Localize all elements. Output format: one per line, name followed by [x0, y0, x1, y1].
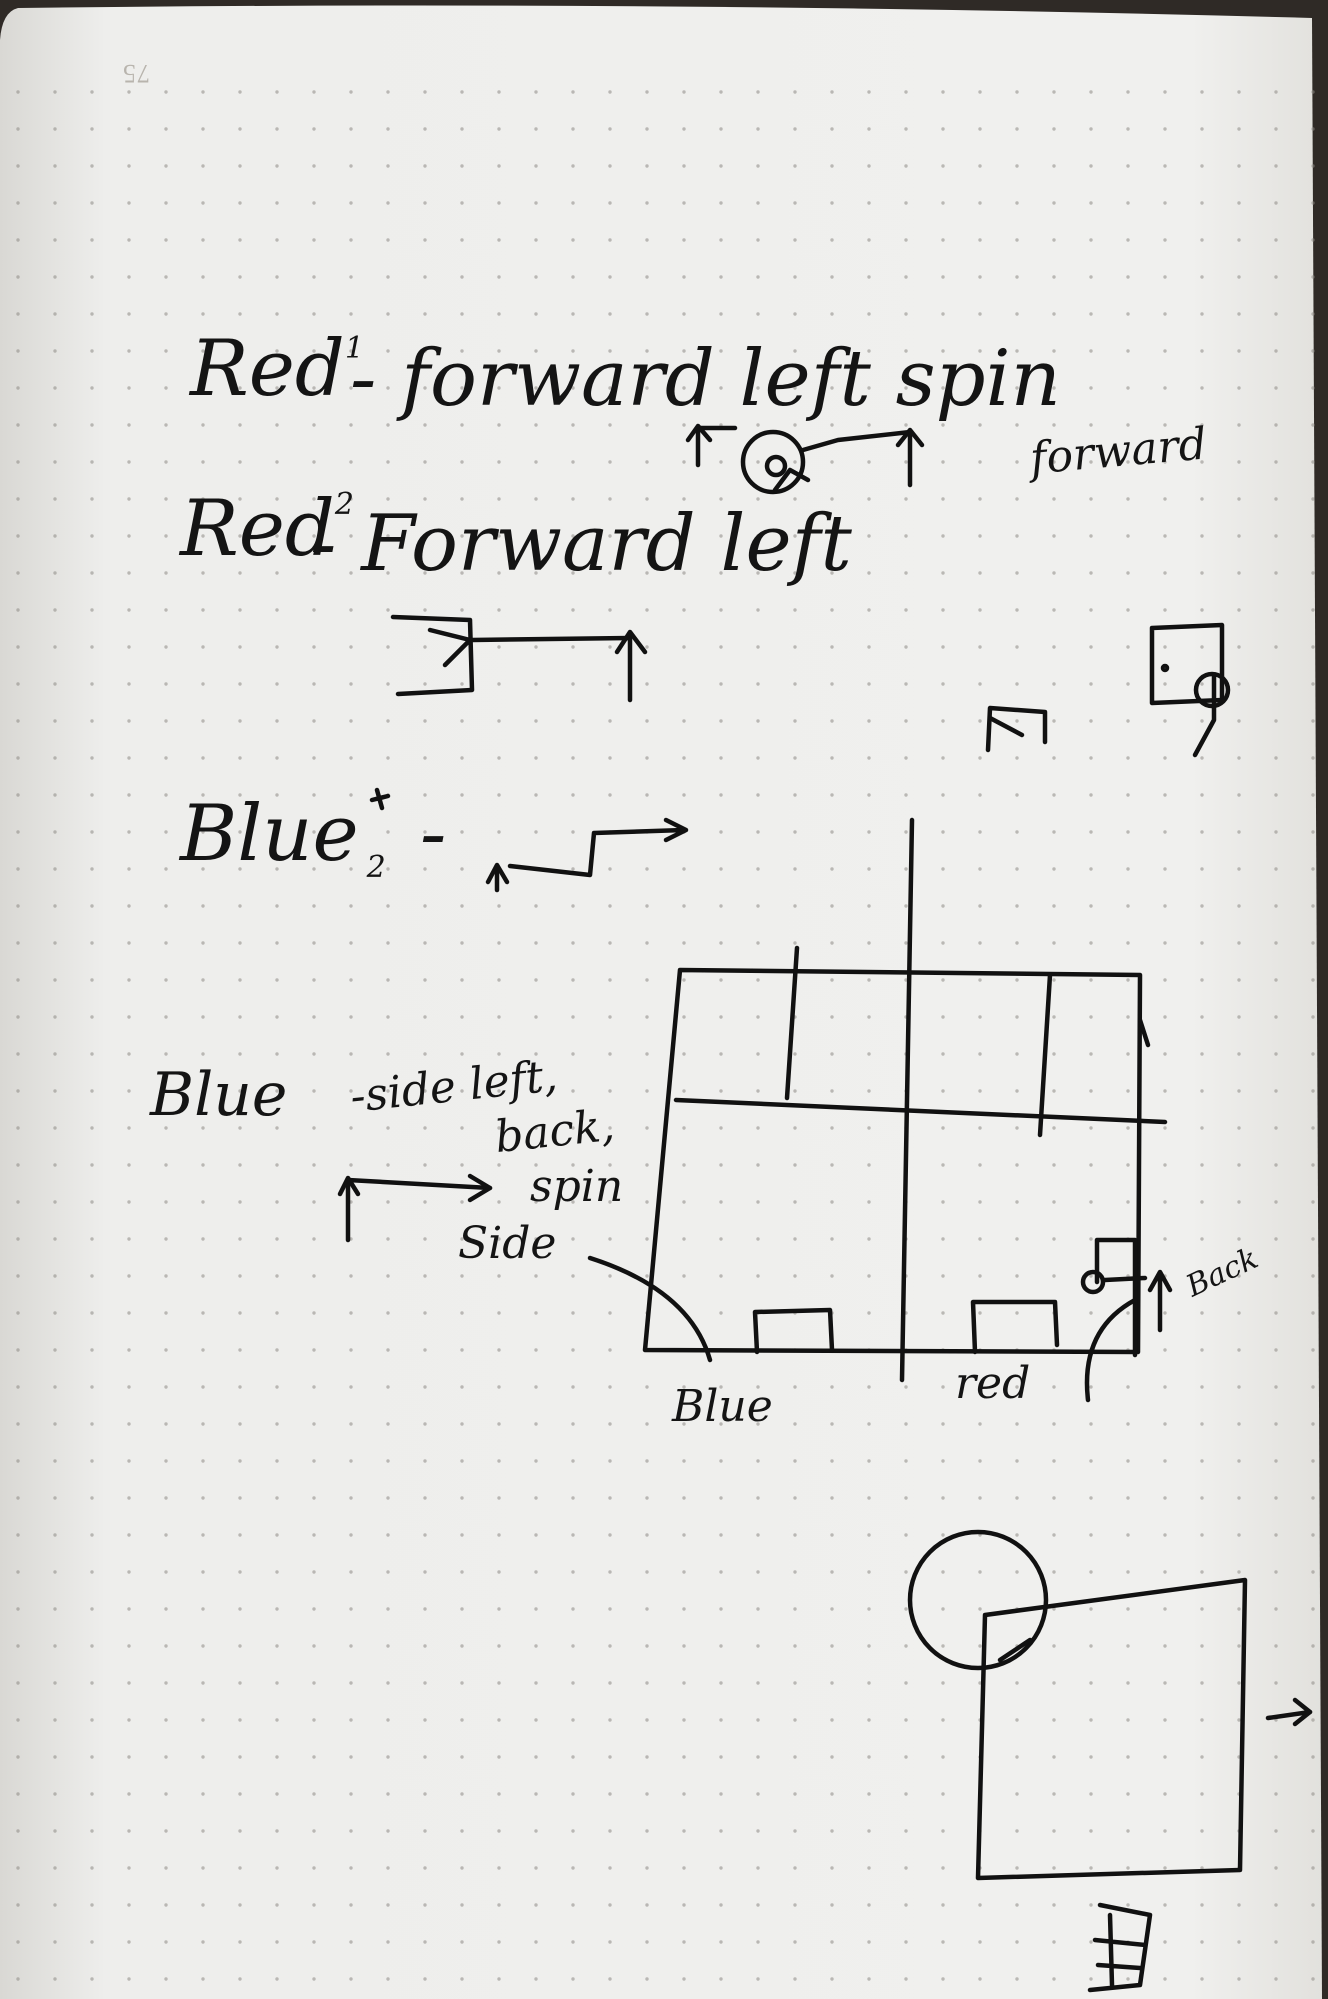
robot-sketches — [985, 622, 1231, 758]
blue2-label: Blue 2 — [180, 789, 386, 885]
blue1-label: Blue — [150, 1060, 288, 1130]
red1-path-sketch — [685, 423, 925, 495]
red2-label: Red2 — [180, 484, 354, 574]
red2-text: - Forward left — [310, 499, 852, 589]
blue1-line3: spin — [530, 1161, 624, 1212]
page-number: 75 — [122, 59, 150, 88]
field-diagram — [642, 817, 1173, 1403]
red1-label: Red1 — [190, 324, 364, 414]
blue1-path-sketch — [337, 1173, 713, 1363]
blue2-path-sketch — [369, 787, 689, 893]
field-blue-label: Blue — [672, 1381, 773, 1432]
red1-text: - forward left spin — [350, 334, 1061, 424]
blue1-line4: Side — [458, 1218, 557, 1269]
blue1-line2: back, — [492, 1099, 617, 1164]
robot-turn-sketch — [907, 1529, 1313, 1993]
red2-path-sketch — [390, 614, 648, 703]
blue2-dash: - — [420, 789, 447, 879]
field-red-label: red — [955, 1358, 1031, 1409]
